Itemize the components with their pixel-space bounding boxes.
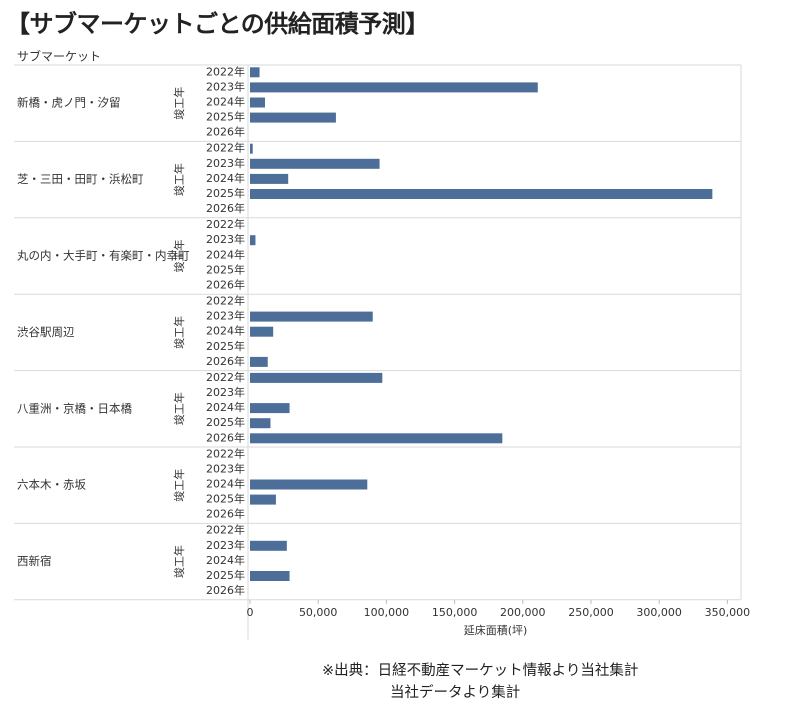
group-label: 新橋・虎ノ門・汐留: [17, 96, 121, 110]
group-label: 丸の内・大手町・有楽町・内幸町: [17, 249, 190, 263]
x-tick-label: 300,000: [636, 606, 682, 619]
subgroup-axis-label: 竣工年: [172, 392, 186, 425]
year-tick-label: 2025年: [206, 186, 245, 200]
year-tick-label: 2024年: [206, 553, 245, 567]
source-note-line1: ※出典：日経不動産マーケット情報より当社集計: [322, 663, 639, 679]
x-tick-label: 0: [247, 606, 254, 619]
source-note-line2: 当社データより集計: [390, 685, 521, 701]
bar: [250, 143, 253, 154]
year-tick-label: 2023年: [206, 156, 245, 170]
x-tick-label: 100,000: [364, 606, 410, 619]
year-tick-label: 2022年: [206, 294, 245, 308]
year-tick-label: 2024年: [206, 400, 245, 414]
year-tick-label: 2022年: [206, 370, 245, 384]
year-tick-label: 2025年: [206, 492, 245, 506]
year-tick-label: 2026年: [206, 583, 245, 597]
subgroup-axis-label: 竣工年: [172, 163, 186, 196]
year-tick-label: 2024年: [206, 324, 245, 338]
bar: [250, 479, 368, 490]
group-label: 六本木・赤坂: [17, 478, 86, 492]
bar: [250, 112, 336, 123]
year-tick-label: 2022年: [206, 64, 245, 78]
bar: [250, 372, 383, 383]
bar: [250, 540, 287, 551]
subgroup-axis-label: 竣工年: [172, 316, 186, 349]
bar: [250, 189, 713, 199]
subgroup-axis-label: 竣工年: [172, 545, 186, 578]
year-tick-label: 2025年: [206, 262, 245, 276]
year-tick-label: 2026年: [206, 201, 245, 215]
year-tick-label: 2023年: [206, 79, 245, 93]
bar: [250, 173, 289, 184]
bar: [250, 326, 274, 337]
year-tick-label: 2023年: [206, 385, 245, 399]
bar: [250, 433, 503, 444]
subgroup-axis-label: 竣工年: [172, 240, 186, 273]
year-tick-label: 2024年: [206, 95, 245, 109]
x-tick-label: 350,000: [705, 606, 751, 619]
bar: [250, 418, 271, 429]
year-tick-label: 2023年: [206, 538, 245, 552]
x-axis-title: 延床面積(坪): [464, 623, 528, 637]
year-tick-label: 2022年: [206, 217, 245, 231]
bar: [250, 67, 260, 78]
year-tick-label: 2022年: [206, 446, 245, 460]
year-tick-label: 2026年: [206, 125, 245, 139]
year-tick-label: 2026年: [206, 278, 245, 292]
bar: [250, 494, 276, 505]
bar: [250, 97, 266, 108]
year-tick-label: 2025年: [206, 110, 245, 124]
year-tick-label: 2023年: [206, 232, 245, 246]
group-label: 八重洲・京橋・日本橋: [17, 401, 132, 415]
year-tick-label: 2023年: [206, 309, 245, 323]
year-tick-label: 2023年: [206, 461, 245, 475]
year-tick-label: 2025年: [206, 568, 245, 582]
group-label: 西新宿: [17, 554, 52, 568]
group-label: 渋谷駅周辺: [17, 325, 75, 339]
year-tick-label: 2026年: [206, 507, 245, 521]
year-tick-label: 2024年: [206, 247, 245, 261]
year-tick-label: 2024年: [206, 477, 245, 491]
subgroup-axis-label: 竣工年: [172, 87, 186, 120]
bar: [250, 158, 380, 169]
x-tick-label: 150,000: [432, 606, 478, 619]
bar: [250, 82, 538, 93]
x-tick-label: 250,000: [568, 606, 614, 619]
year-tick-label: 2025年: [206, 339, 245, 353]
x-tick-label: 200,000: [500, 606, 546, 619]
subgroup-axis-label: 竣工年: [172, 469, 186, 502]
bar: [250, 311, 373, 322]
bar: [250, 403, 290, 414]
year-tick-label: 2026年: [206, 430, 245, 444]
bar: [250, 571, 290, 581]
year-tick-label: 2024年: [206, 171, 245, 185]
year-tick-label: 2025年: [206, 415, 245, 429]
bar: [250, 356, 268, 367]
group-label: 芝・三田・田町・浜松町: [17, 172, 144, 186]
x-tick-label: 50,000: [299, 606, 338, 619]
year-tick-label: 2026年: [206, 354, 245, 368]
group-header-label: サブマーケット: [17, 49, 101, 64]
year-tick-label: 2022年: [206, 523, 245, 537]
bar: [250, 235, 256, 246]
year-tick-label: 2022年: [206, 141, 245, 155]
chart-title: 【サブマーケットごとの供給面積予測】: [6, 10, 429, 38]
